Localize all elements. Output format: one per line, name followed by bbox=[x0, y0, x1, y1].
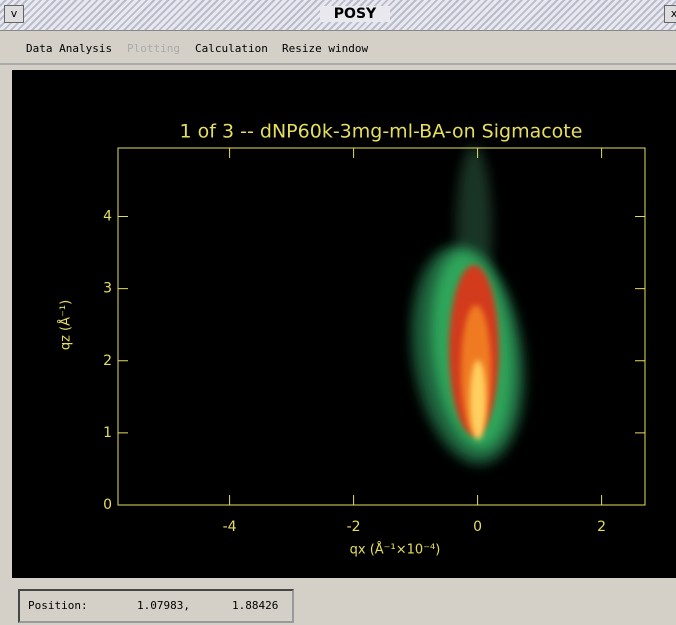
menu-item[interactable]: Data Analysis bbox=[26, 42, 113, 55]
status-y: 1.88426 bbox=[232, 599, 279, 612]
y-tick-label: 2 bbox=[103, 353, 112, 369]
menu-item[interactable]: Calculation bbox=[195, 42, 268, 55]
y-tick-label: 0 bbox=[103, 497, 112, 513]
status-label: Position: bbox=[28, 599, 88, 612]
y-tick-label: 3 bbox=[103, 281, 112, 297]
y-tick-label: 4 bbox=[103, 209, 112, 225]
heatmap bbox=[411, 145, 525, 465]
y-tick-label: 1 bbox=[103, 425, 112, 441]
menu-button[interactable]: v bbox=[4, 5, 24, 23]
plot-background bbox=[12, 70, 676, 578]
menu-item: Plotting bbox=[127, 42, 180, 55]
plot: 1 of 3 -- dNP60k-3mg-ml-BA-on Sigmacote … bbox=[12, 70, 676, 578]
plot-title: 1 of 3 -- dNP60k-3mg-ml-BA-on Sigmacote bbox=[180, 121, 583, 143]
menu-item[interactable]: Resize window bbox=[282, 42, 369, 55]
y-axis-label: qz (Å⁻¹) bbox=[58, 300, 74, 350]
menu-bar: Data Analysis Plotting Calculation Resiz… bbox=[0, 33, 676, 65]
window-title: POSY bbox=[320, 6, 390, 22]
x-tick-label: 0 bbox=[473, 519, 482, 535]
status-bar: Position: 1.07983, 1.88426 bbox=[18, 589, 294, 623]
x-axis-label: qx (Å⁻¹×10⁻⁴) bbox=[350, 542, 441, 558]
title-bar: v POSY x bbox=[0, 0, 676, 31]
x-tick-label: -4 bbox=[223, 519, 237, 535]
status-x: 1.07983, bbox=[137, 599, 190, 612]
plot-frame bbox=[117, 147, 646, 506]
x-tick-label: -2 bbox=[347, 519, 361, 535]
close-button[interactable]: x bbox=[664, 5, 676, 23]
x-tick-label: 2 bbox=[597, 519, 606, 535]
